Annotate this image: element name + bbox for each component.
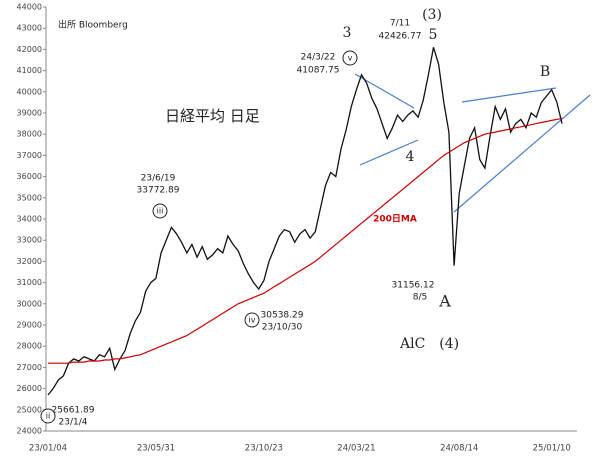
annotation: 33772.89 xyxy=(137,186,180,196)
annotation: 42426.77 xyxy=(379,32,422,42)
annotation: 4 xyxy=(406,149,415,165)
y-tick-label: 40000 xyxy=(17,87,42,96)
y-tick-label: 38000 xyxy=(17,130,42,139)
wave-circle xyxy=(40,408,56,424)
annotation: v xyxy=(348,54,353,63)
annotation: 41087.75 xyxy=(297,66,340,76)
y-tick-label: 24000 xyxy=(17,427,42,436)
annotation: 30538.29 xyxy=(261,311,304,321)
y-tick-label: 28000 xyxy=(17,342,42,351)
y-tick-label: 44000 xyxy=(17,3,42,12)
trend-line xyxy=(461,87,557,103)
annotation: 8/5 xyxy=(413,293,427,303)
y-tick-label: 26000 xyxy=(17,384,42,393)
annotation: 200日MA xyxy=(373,214,417,225)
price-line xyxy=(47,47,563,396)
y-tick-label: 36000 xyxy=(17,172,42,181)
annotation: 31156.12 xyxy=(392,281,435,291)
y-tick-label: 25000 xyxy=(17,405,42,414)
y-tick-label: 30000 xyxy=(17,299,42,308)
annotation: 23/6/19 xyxy=(141,174,176,184)
annotation: iii xyxy=(157,207,164,216)
trend-lines xyxy=(354,73,591,213)
y-tick-label: 31000 xyxy=(17,278,42,287)
annotation: AlC (4) xyxy=(399,336,459,352)
annotation: (3) xyxy=(422,7,442,23)
y-tick-label: 29000 xyxy=(17,321,42,330)
annotation: ii xyxy=(46,412,50,421)
x-tick-label: 25/01/10 xyxy=(533,444,571,454)
trend-line xyxy=(359,139,419,166)
annotation: 24/3/22 xyxy=(301,53,336,63)
y-tick-label: 41000 xyxy=(17,66,42,75)
annotation: iv xyxy=(249,316,256,325)
y-tick-label: 35000 xyxy=(17,193,42,202)
price-line xyxy=(48,117,563,364)
annotation: 25661.89 xyxy=(52,406,95,416)
y-tick-label: 27000 xyxy=(17,363,42,372)
annotation: 3 xyxy=(343,25,352,41)
wave-circle xyxy=(342,50,358,66)
x-tick-label: 24/03/21 xyxy=(337,444,375,454)
annotation: 5 xyxy=(429,27,438,43)
annotation: 出所 Bloomberg xyxy=(58,19,128,31)
y-tick-label: 43000 xyxy=(17,24,42,33)
annotation: B xyxy=(540,64,550,80)
annotation: 7/11 xyxy=(390,19,410,29)
y-tick-label: 37000 xyxy=(17,151,42,160)
y-tick-label: 34000 xyxy=(17,215,42,224)
trend-line xyxy=(453,94,591,213)
annotation: 日経平均 日足 xyxy=(165,107,260,125)
wave-circle xyxy=(152,203,168,219)
annotation: 23/1/4 xyxy=(59,418,88,428)
annotation: A xyxy=(438,292,451,311)
y-tick-label: 39000 xyxy=(17,109,42,118)
y-tick-label: 42000 xyxy=(17,45,42,54)
annotation: 23/10/30 xyxy=(262,323,303,333)
y-tick-label: 32000 xyxy=(17,257,42,266)
wave-circle xyxy=(244,312,260,328)
x-tick-label: 23/01/04 xyxy=(29,444,67,454)
x-tick-label: 24/08/14 xyxy=(440,444,478,454)
x-tick-label: 23/10/23 xyxy=(245,444,283,454)
x-tick-label: 23/05/31 xyxy=(137,444,175,454)
y-tick-label: 33000 xyxy=(17,236,42,245)
